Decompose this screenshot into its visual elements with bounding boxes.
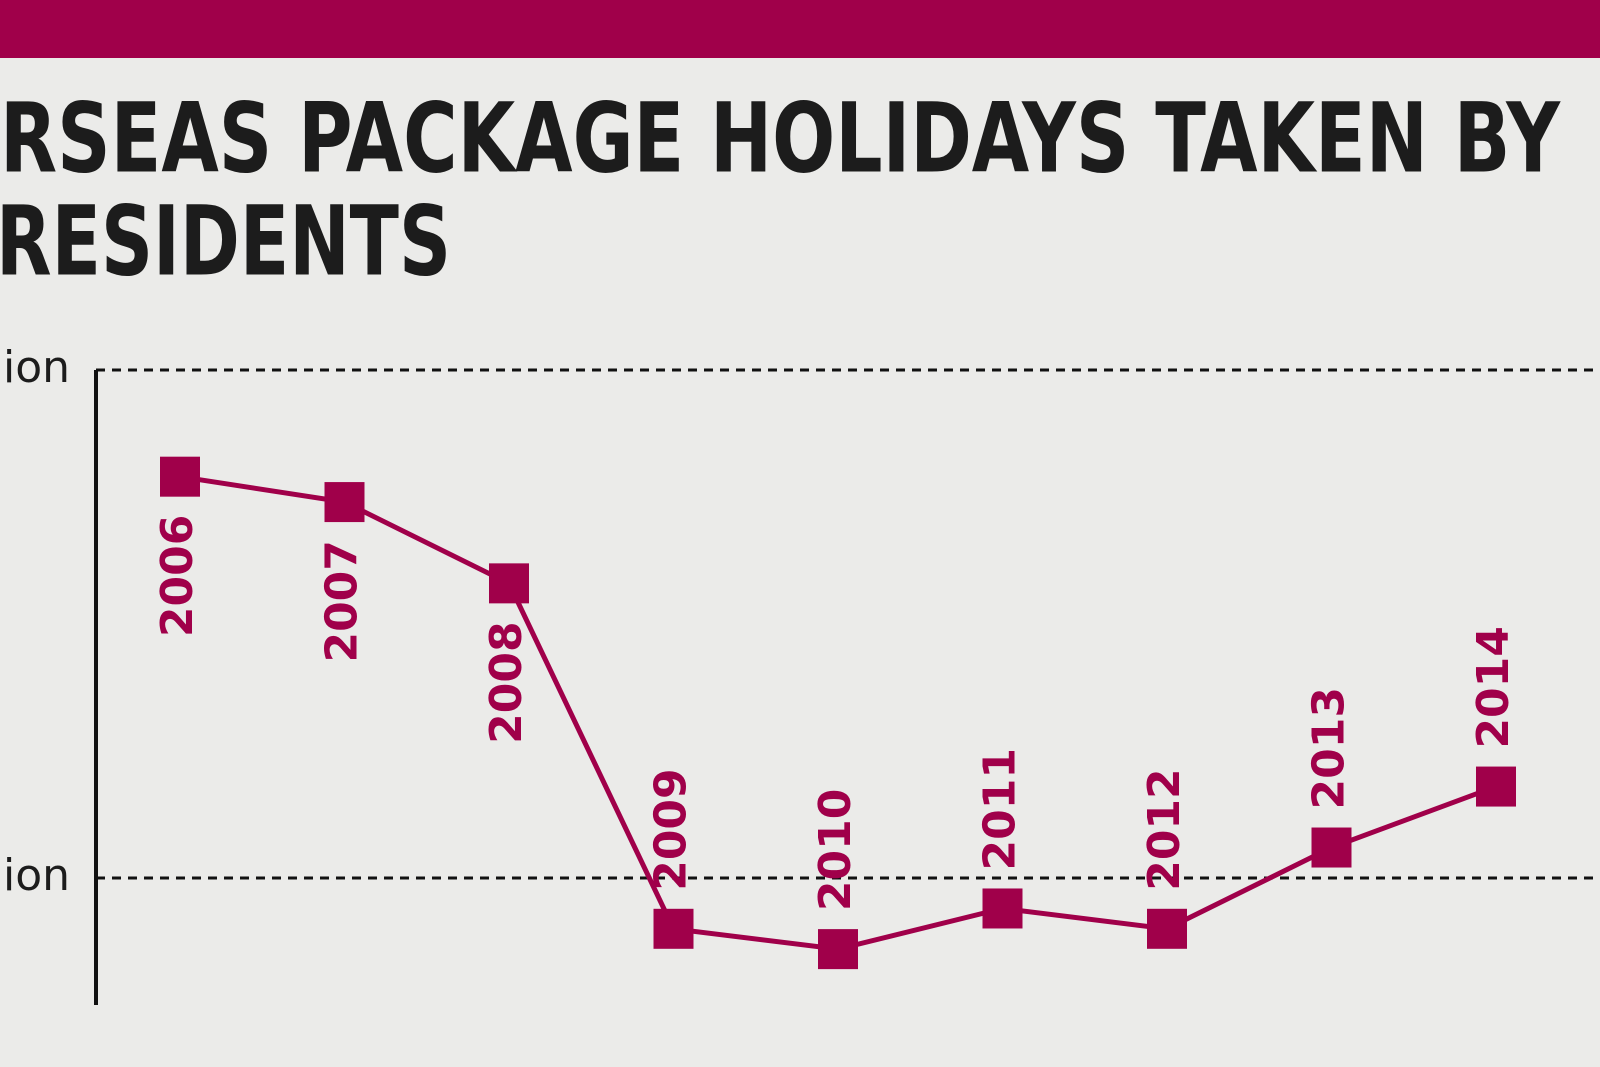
point: [160, 456, 200, 497]
point: [489, 563, 529, 604]
x-tick-label: 2007: [317, 540, 368, 662]
point: [1311, 827, 1352, 868]
x-tick-label: 2010: [810, 789, 861, 911]
point: [982, 888, 1023, 929]
x-tick-label: 2009: [646, 768, 697, 890]
y-tick-label: ion: [3, 342, 70, 393]
x-tick-label: 2014: [1468, 626, 1519, 748]
y-tick-label: ion: [3, 850, 70, 901]
top-bar: [0, 0, 1600, 58]
point: [1147, 908, 1187, 949]
chart-title: RESIDENTS: [0, 185, 451, 297]
point: [653, 908, 694, 949]
point: [324, 482, 365, 523]
x-tick-label: 2013: [1304, 687, 1355, 809]
point: [1476, 766, 1516, 807]
x-tick-label: 2011: [975, 748, 1026, 870]
x-tick-label: 2012: [1139, 768, 1190, 890]
x-tick-label: 2006: [152, 515, 203, 637]
x-tick-label: 2008: [481, 621, 532, 743]
chart-title: RSEAS PACKAGE HOLIDAYS TAKEN BY: [0, 82, 1561, 194]
point: [818, 929, 858, 970]
